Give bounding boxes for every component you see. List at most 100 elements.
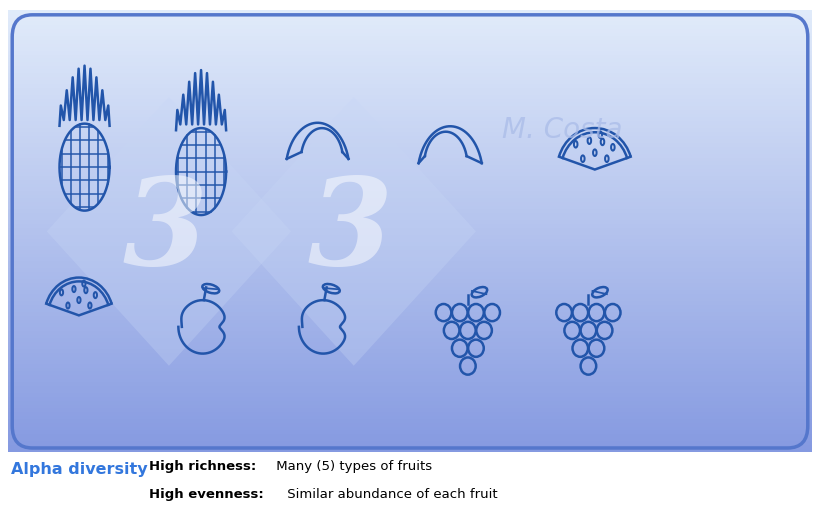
Bar (8, 423, 811, 426)
Bar (8, 231, 811, 235)
Bar (8, 412, 811, 415)
Bar (8, 346, 811, 349)
Bar (8, 14, 811, 18)
Bar (8, 25, 811, 29)
Text: 3: 3 (122, 172, 207, 291)
Bar (8, 290, 811, 294)
Bar (8, 353, 811, 357)
Bar (8, 165, 811, 169)
Bar (8, 33, 811, 36)
Polygon shape (231, 97, 475, 366)
Bar (8, 368, 811, 371)
Bar (8, 95, 811, 99)
Bar (8, 147, 811, 150)
Bar (8, 438, 811, 441)
Bar (8, 239, 811, 242)
Bar (8, 357, 811, 360)
Bar (8, 209, 811, 213)
Bar (8, 397, 811, 401)
Text: M. Costa: M. Costa (502, 116, 622, 144)
Bar (8, 176, 811, 180)
Bar (8, 224, 811, 228)
Bar (8, 254, 811, 257)
Bar (8, 313, 811, 316)
Bar (8, 235, 811, 239)
Bar (8, 382, 811, 386)
Bar (8, 40, 811, 44)
Bar (8, 441, 811, 445)
Bar (8, 261, 811, 265)
Bar (8, 379, 811, 382)
Bar (8, 342, 811, 346)
Bar (8, 73, 811, 76)
Bar (8, 106, 811, 110)
Bar (8, 217, 811, 220)
Text: Alpha diversity: Alpha diversity (11, 462, 147, 476)
Bar (8, 305, 811, 309)
Bar (8, 257, 811, 261)
Bar (8, 29, 811, 32)
Bar (8, 55, 811, 58)
Bar (8, 18, 811, 21)
Bar (8, 276, 811, 279)
Bar (8, 51, 811, 55)
Bar (8, 434, 811, 438)
Bar (8, 364, 811, 368)
Bar (8, 143, 811, 147)
Bar (8, 283, 811, 287)
Bar (8, 386, 811, 390)
Bar (8, 415, 811, 419)
Bar (8, 360, 811, 364)
Bar (8, 81, 811, 84)
Bar (8, 184, 811, 187)
Bar (8, 128, 811, 132)
Bar (8, 69, 811, 73)
Bar (8, 205, 811, 209)
Bar (8, 136, 811, 139)
Bar (8, 220, 811, 224)
Bar (8, 139, 811, 143)
Bar (8, 297, 811, 302)
Bar (8, 268, 811, 272)
Bar (8, 449, 811, 452)
Bar (8, 121, 811, 125)
Bar (8, 102, 811, 106)
Bar (8, 279, 811, 283)
Bar (8, 58, 811, 62)
Bar (8, 338, 811, 342)
Bar (8, 419, 811, 423)
Bar (8, 431, 811, 434)
Bar (8, 287, 811, 290)
Bar (8, 150, 811, 154)
Bar (8, 246, 811, 250)
Bar (8, 125, 811, 128)
Bar (8, 169, 811, 173)
Text: High evenness:: High evenness: (149, 488, 264, 501)
Bar (8, 161, 811, 165)
Bar (8, 180, 811, 184)
Bar (8, 390, 811, 394)
Bar (8, 202, 811, 205)
Bar (8, 213, 811, 217)
Text: High richness:: High richness: (149, 460, 256, 473)
Bar (8, 320, 811, 323)
Bar (8, 426, 811, 430)
Text: 3: 3 (307, 172, 391, 291)
Bar (8, 44, 811, 47)
Bar (8, 187, 811, 191)
Bar (8, 62, 811, 66)
Bar (8, 334, 811, 338)
Bar (8, 77, 811, 81)
Bar (8, 10, 811, 14)
Bar (8, 316, 811, 320)
Bar (8, 294, 811, 297)
Bar (8, 92, 811, 95)
Bar (8, 272, 811, 276)
Bar (8, 47, 811, 51)
Bar (8, 84, 811, 88)
Bar (8, 331, 811, 334)
Bar (8, 302, 811, 305)
Bar (8, 394, 811, 397)
Bar (8, 228, 811, 231)
Bar (8, 36, 811, 40)
